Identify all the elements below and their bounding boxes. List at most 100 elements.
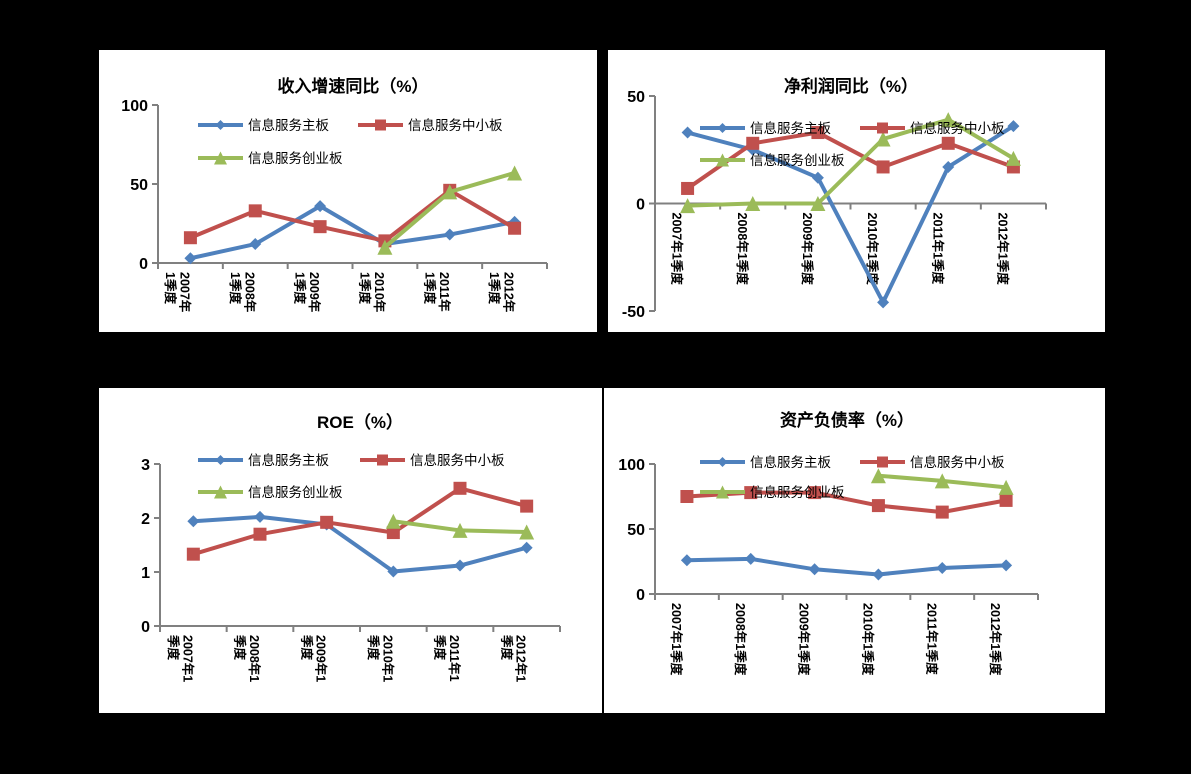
series-marker-sme-board [808,486,822,500]
x-tick-label: 2007年1季度 [670,213,685,286]
series-marker-gem-board [1005,150,1021,166]
series-marker-main-board [808,563,821,576]
series-marker-main-board [184,252,197,265]
series-marker-main-board [811,171,824,184]
series-marker-gem-board [998,479,1014,495]
legend-marker-sme-board [877,456,888,468]
series-marker-gem-board [680,198,696,214]
revenue-growth-plot: 收入增速同比（%） 0 50 100 2007年1季度 2008年1季度 2009年1季度… [121,76,548,313]
series-marker-sme-board [680,490,694,503]
series-marker-main-board [680,554,693,567]
x-tick-label: 2010年1季度 [366,634,395,682]
x-tick-label: 2008年1季度 [733,603,748,676]
series-marker-main-board [387,565,400,578]
series-marker-main-board [314,200,327,213]
x-tick-label: 2009年1季度 [299,634,328,682]
series-marker-gem-board [507,165,523,181]
x-tick-label: 2010年1季度 [860,603,875,676]
chart-title: ROE（%） [317,412,403,432]
debt-ratio-chart-panel: 资产负债率（%） 0 50 100 2007年1季度 2008年1季度 2009年1季度 2… [604,388,1105,713]
series-line-main-board [191,514,529,574]
x-tick-label: 2011年1季度 [924,603,939,675]
legend-marker-sme-board [377,454,388,466]
legend-label-main-board: 信息服务主板 [750,454,831,470]
x-tick-label: 2011年1季度 [433,634,462,682]
legend-label-sme-board: 信息服务中小板 [408,117,503,133]
legend-marker-sme-board [375,119,386,131]
legend-marker-gem-board [214,485,227,499]
series-marker-gem-board [385,513,401,529]
legend-marker-gem-board [214,151,227,165]
x-tick-label: 2008年1季度 [735,213,750,286]
series-marker-gem-board [519,524,535,540]
x-tick-label: 2007年1季度 [163,272,192,313]
chart-title: 净利润同比（%） [784,76,918,96]
y-tick-label: 100 [121,98,148,115]
series-marker-gem-board [745,196,761,211]
series-marker-sme-board [746,136,760,150]
y-tick-label: 0 [636,587,645,604]
series-marker-main-board [1000,559,1013,572]
legend-label-gem-board: 信息服务创业板 [248,150,343,166]
series-marker-gem-board [377,239,393,255]
series-marker-main-board [187,515,200,528]
series-line-gem-board [685,117,1016,208]
legend-label-main-board: 信息服务主板 [248,452,329,468]
series-line-main-board [188,204,517,261]
revenue-growth-chart-panel: 收入增速同比（%） 0 50 100 2007年1季度 2008年1季度 2009年1季度… [99,50,597,332]
series-marker-main-board [1007,120,1020,133]
series-line-main-board [684,556,1009,577]
legend-label-sme-board: 信息服务中小板 [910,120,1005,136]
series-marker-main-board [520,541,533,554]
series-marker-gem-board [875,131,891,147]
series-marker-gem-board [442,184,458,200]
legend-marker-main-board [215,455,226,465]
legend-marker-main-board [717,457,728,467]
series-marker-sme-board [508,221,522,235]
series-line-main-board [685,124,1016,305]
series-marker-gem-board [452,522,468,538]
y-tick-label: 0 [139,256,148,273]
x-tick-label: 2009年1季度 [800,213,815,286]
chart-title: 资产负债率（%） [780,410,914,430]
series-marker-sme-board [386,526,400,540]
series-marker-gem-board [870,468,886,484]
series-marker-sme-board [520,499,534,513]
legend-label-gem-board: 信息服务创业板 [750,152,845,168]
series-marker-main-board [443,228,456,241]
y-tick-label: 50 [130,177,148,194]
legend-marker-gem-board [716,153,729,167]
series-marker-sme-board [453,481,467,495]
series-marker-sme-board [871,499,885,513]
y-tick-label: 50 [627,522,645,539]
x-tick-label: 2007年1季度 [669,603,684,676]
legend-marker-gem-board [716,485,729,499]
x-tick-label: 2012年1季度 [499,634,528,682]
legend-label-main-board: 信息服务主板 [248,117,329,133]
series-line-sme-board [684,490,1009,515]
y-tick-label: 1 [141,565,150,582]
series-marker-main-board [877,296,890,309]
x-tick-label: 2012年1季度 [988,603,1003,676]
x-tick-label: 2012年1季度 [487,272,516,313]
series-marker-sme-board [183,231,197,245]
series-marker-sme-board [186,547,200,561]
roe-chart-panel: ROE（%） 0 1 2 3 2007年1季度 2008年1季度 2009年1季度 2010年… [99,388,602,713]
series-marker-main-board [249,238,262,251]
x-tick-label: 2009年1季度 [797,603,812,676]
chart-title: 收入增速同比（%） [277,76,428,96]
x-tick-label: 2011年1季度 [930,213,945,285]
series-marker-sme-board [999,493,1013,507]
series-line-sme-board [188,188,517,243]
series-marker-sme-board [681,181,695,195]
series-marker-main-board [942,160,955,173]
legend-label-gem-board: 信息服务创业板 [248,484,343,500]
x-tick-label: 2008年1季度 [233,634,262,682]
x-tick-label: 2010年1季度 [865,213,880,286]
net-profit-plot: 净利润同比（%） -50 0 50 2007年1季度 2008年1季度 2009年1季度 2… [622,76,1047,321]
roe-plot: ROE（%） 0 1 2 3 2007年1季度 2008年1季度 2009年1季度 2010年… [141,412,561,682]
x-tick-label: 2009年1季度 [293,272,322,313]
series-marker-sme-board [811,126,825,140]
legend-label-sme-board: 信息服务中小板 [910,454,1005,470]
x-tick-label: 2011年1季度 [422,272,451,312]
